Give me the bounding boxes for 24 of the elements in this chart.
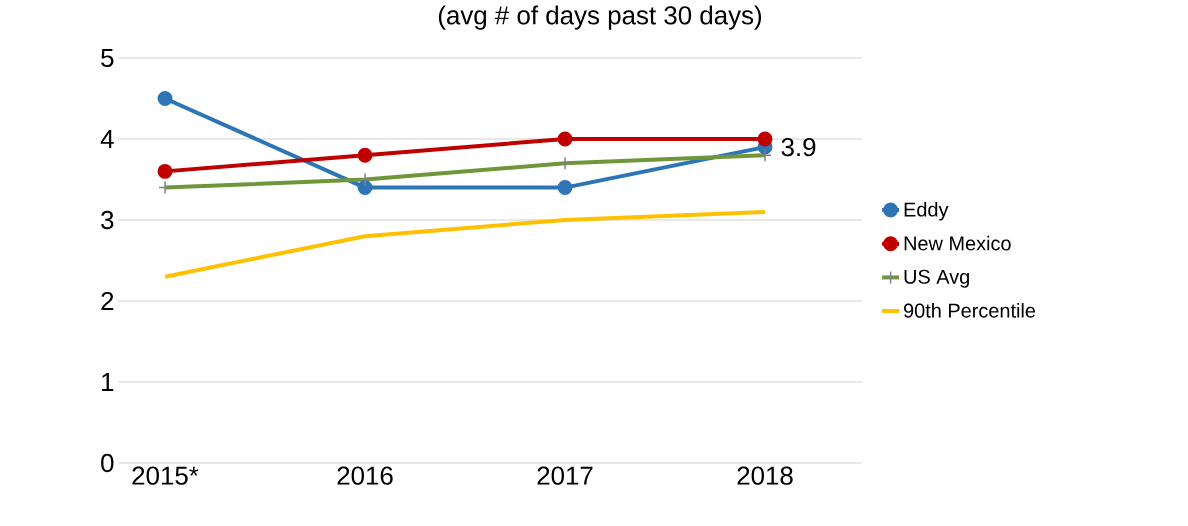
data-label: 3.9	[781, 137, 816, 157]
point	[557, 131, 573, 147]
y-tick-label: 0	[101, 453, 114, 473]
x-tick-label: 2017	[537, 466, 593, 485]
point	[157, 163, 173, 179]
legend-label: US Avg	[904, 269, 969, 288]
y-tick-label: 1	[102, 373, 114, 391]
legend-label: 90th Percentile	[904, 303, 1036, 318]
point	[357, 147, 373, 163]
chart-title: (avg # of days past 30 days)	[438, 5, 762, 30]
point	[157, 91, 173, 106]
line-series	[163, 209, 768, 279]
y-tick-label: 5	[101, 48, 114, 68]
point	[757, 131, 773, 147]
point	[557, 180, 573, 196]
x-tick-label: 2015*	[132, 466, 199, 485]
x-tick-label: 2018	[737, 466, 793, 485]
y-tick-label: 4	[100, 130, 114, 148]
y-tick-label: 3	[101, 210, 114, 230]
y-tick-label: 2	[101, 291, 114, 311]
x-tick-label: 2016	[337, 466, 393, 485]
legend-label: Eddy	[904, 201, 949, 221]
point	[357, 180, 373, 196]
legend-label: New Mexico	[904, 235, 1011, 251]
